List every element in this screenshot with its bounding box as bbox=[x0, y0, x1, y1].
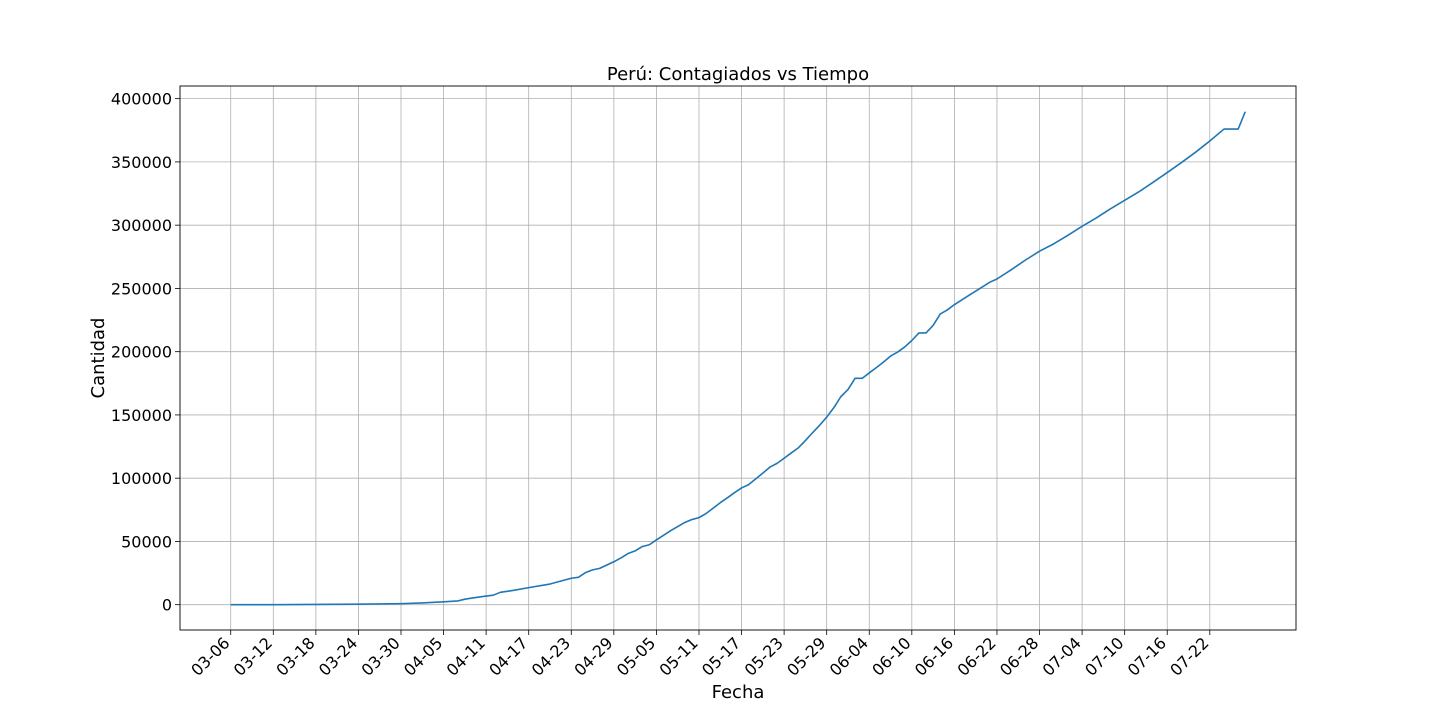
x-tick-label: 06-04 bbox=[826, 633, 872, 679]
x-tick-label: 03-30 bbox=[358, 633, 404, 679]
y-tick-label: 150000 bbox=[111, 406, 172, 425]
series-line bbox=[230, 111, 1247, 606]
x-tick-label: 04-23 bbox=[528, 633, 574, 679]
x-tick-label: 07-16 bbox=[1124, 633, 1170, 679]
x-tick-label: 05-23 bbox=[741, 633, 787, 679]
plot-frame bbox=[179, 85, 1297, 631]
y-tick-label: 300000 bbox=[111, 216, 172, 235]
x-tick-label: 05-29 bbox=[783, 633, 829, 679]
y-tick-label: 50000 bbox=[121, 532, 172, 551]
y-tick-label: 0 bbox=[162, 596, 172, 615]
x-axis: 03-0603-1203-1803-2403-3004-0504-1104-17… bbox=[187, 630, 1213, 680]
x-tick-label: 05-11 bbox=[655, 633, 701, 679]
x-tick-label: 04-11 bbox=[443, 633, 489, 679]
y-axis: 0 50000 100000 150000 200000 250000 300000 3500… bbox=[111, 90, 180, 615]
x-axis-label: Fecha bbox=[712, 682, 765, 703]
x-tick-label: 06-28 bbox=[996, 633, 1042, 679]
x-tick-label: 07-22 bbox=[1166, 633, 1212, 679]
x-tick-label: 03-24 bbox=[315, 633, 361, 679]
x-tick-label: 04-17 bbox=[485, 633, 531, 679]
x-tick-label: 07-10 bbox=[1081, 633, 1127, 679]
x-tick-label: 05-05 bbox=[613, 633, 659, 679]
x-tick-label: 06-22 bbox=[953, 633, 999, 679]
series-layer bbox=[230, 111, 1247, 606]
y-tick-label: 400000 bbox=[111, 90, 172, 109]
x-tick-label: 03-12 bbox=[230, 633, 276, 679]
x-tick-label: 04-29 bbox=[570, 633, 616, 679]
x-tick-label: 06-10 bbox=[868, 633, 914, 679]
x-tick-label: 05-17 bbox=[698, 633, 744, 679]
y-tick-label: 200000 bbox=[111, 343, 172, 362]
y-tick-label: 100000 bbox=[111, 469, 172, 488]
y-axis-label: Cantidad bbox=[88, 318, 109, 399]
x-tick-label: 07-04 bbox=[1039, 633, 1085, 679]
x-tick-label: 06-16 bbox=[911, 633, 957, 679]
x-tick-label: 03-18 bbox=[272, 633, 318, 679]
x-tick-label: 04-05 bbox=[400, 633, 446, 679]
grid bbox=[180, 86, 1296, 630]
y-tick-label: 350000 bbox=[111, 153, 172, 172]
y-tick-label: 250000 bbox=[111, 279, 172, 298]
x-tick-label: 03-06 bbox=[187, 633, 233, 679]
chart-title: Perú: Contagiados vs Tiempo bbox=[607, 64, 869, 85]
